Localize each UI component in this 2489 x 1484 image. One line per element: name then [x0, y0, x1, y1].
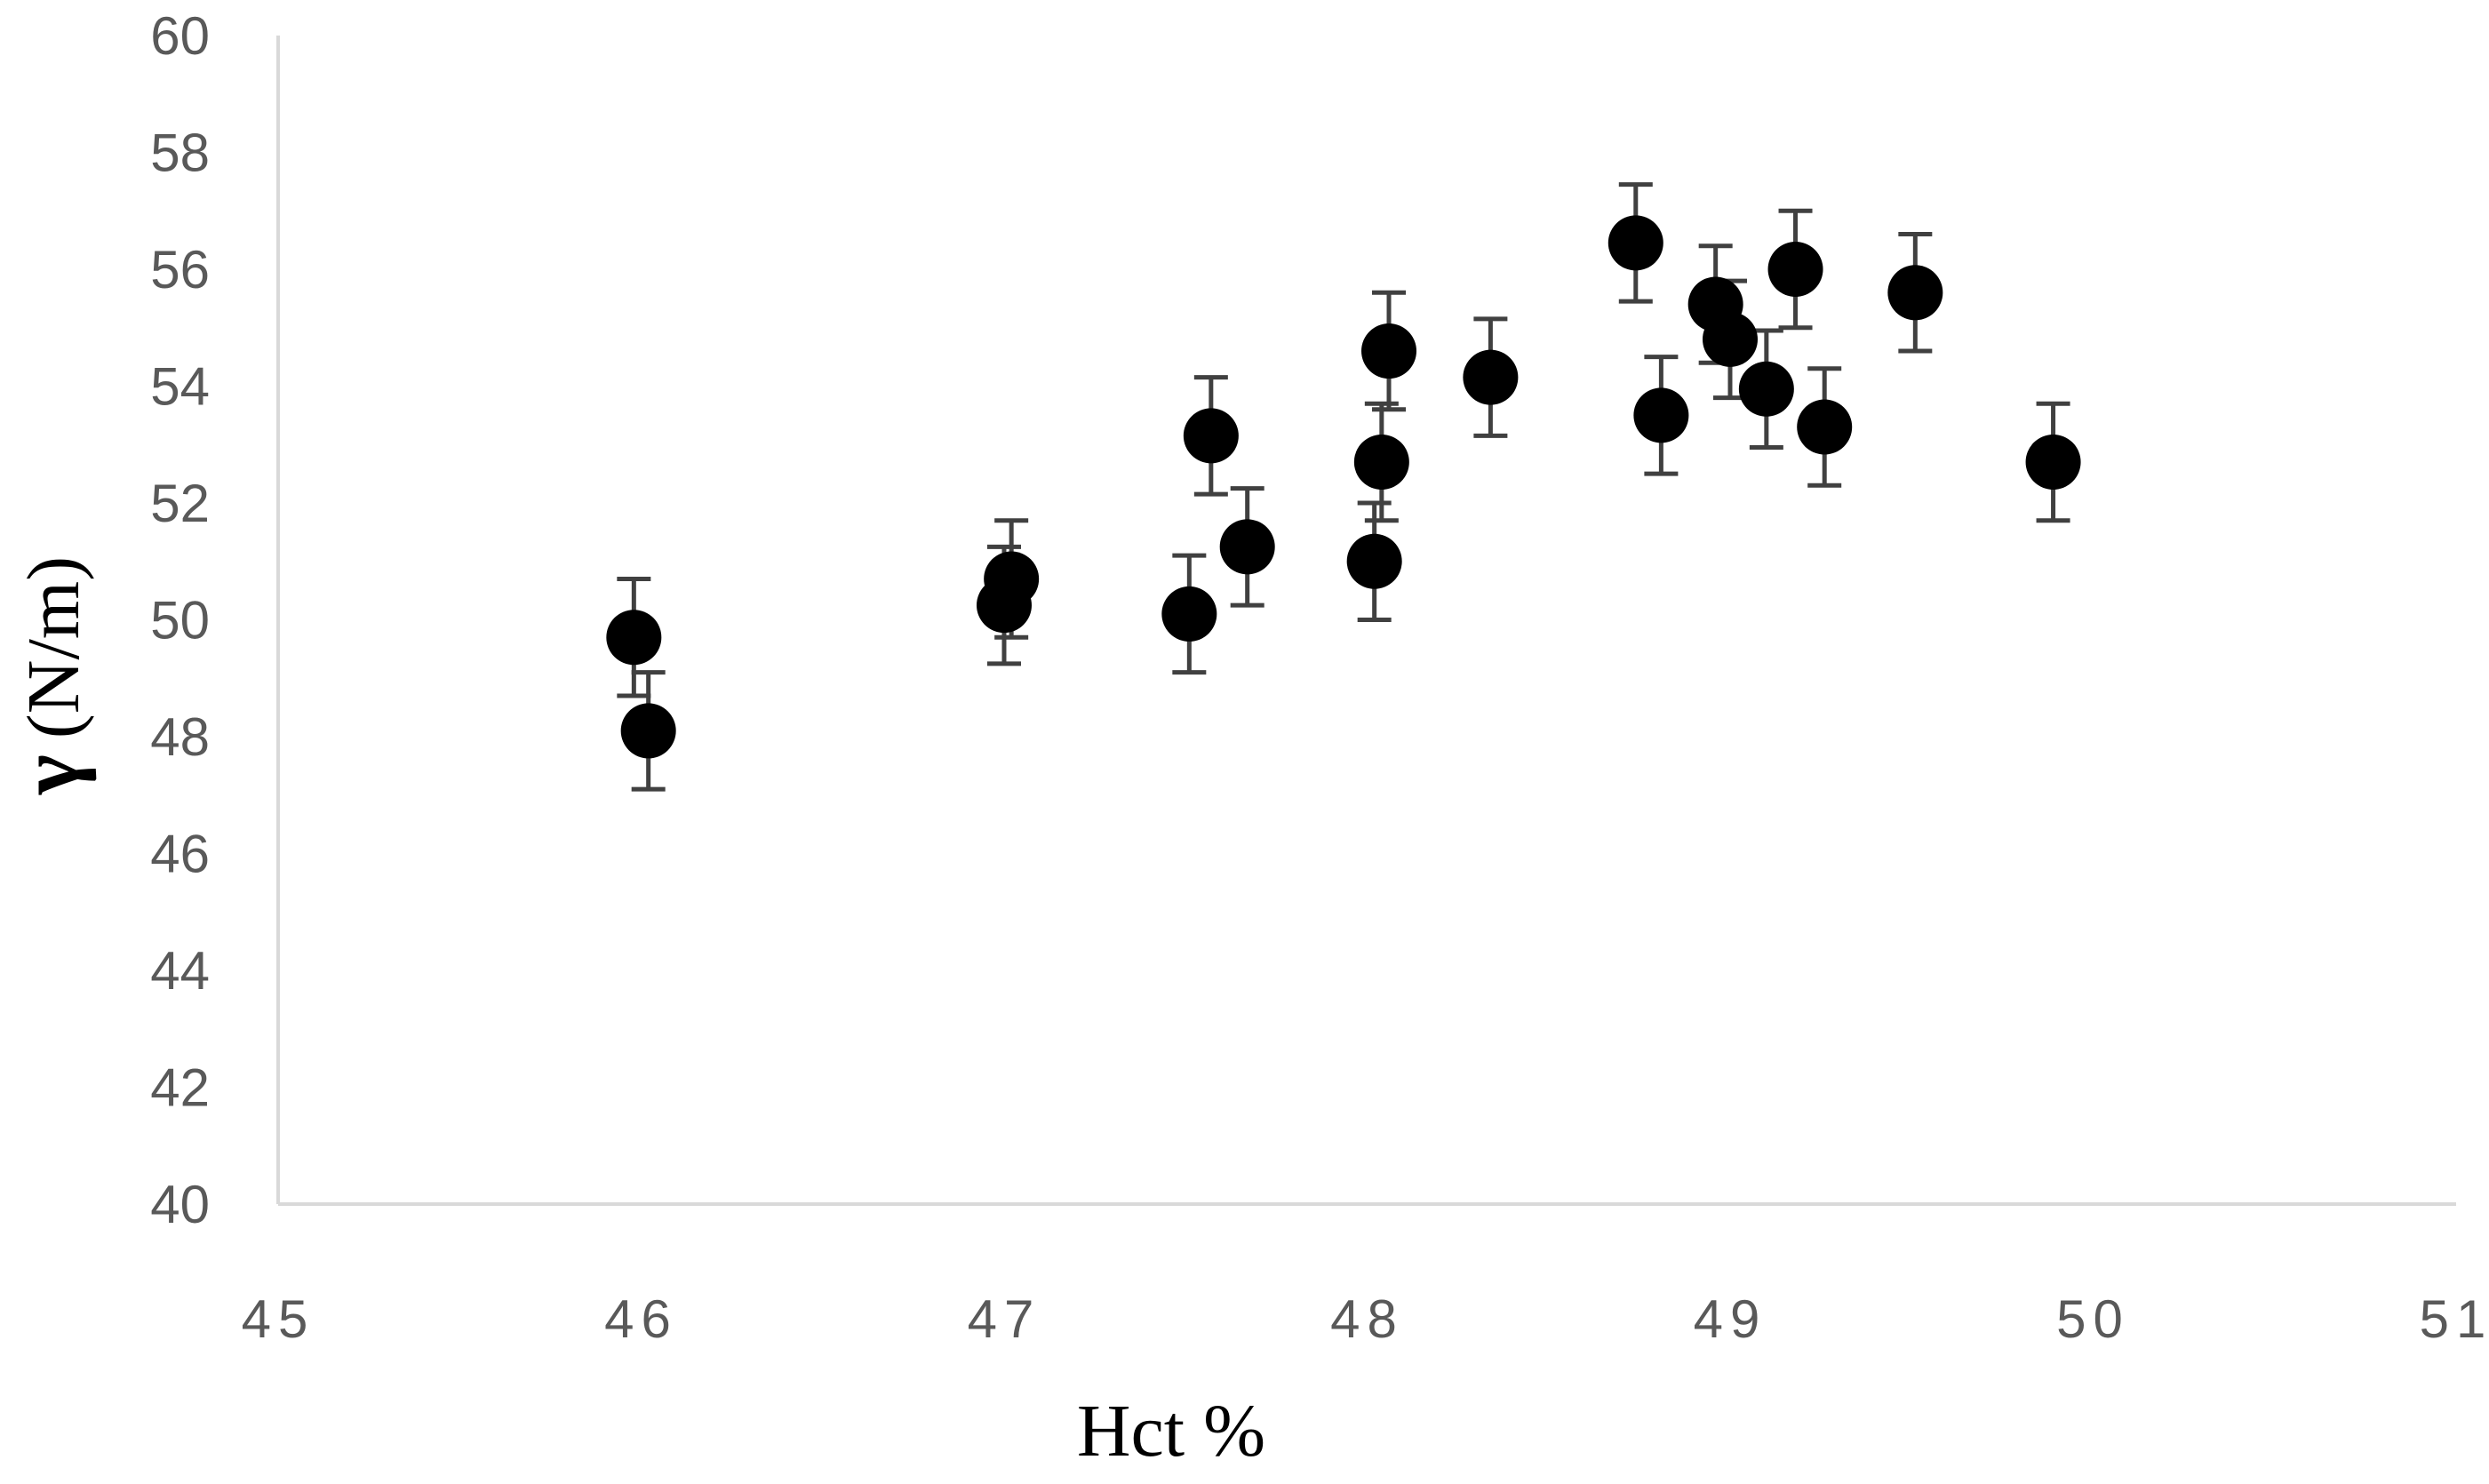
data-point-17 [1767, 242, 1823, 297]
data-point-19 [1887, 265, 1943, 321]
x-tick-label-50: 50 [2056, 1289, 2130, 1349]
x-tick-labels: 45 46 47 48 49 50 51 [242, 1289, 2489, 1349]
data-point-6 [1183, 408, 1239, 464]
data-point-8 [1346, 533, 1402, 589]
y-tick-label-50: 50 [150, 591, 210, 650]
data-point-5 [1161, 586, 1217, 642]
data-point-1 [606, 610, 662, 666]
data-points [606, 215, 2081, 759]
x-tick-label-46: 46 [604, 1289, 678, 1349]
data-point-2 [620, 703, 676, 759]
y-tick-label-46: 46 [150, 825, 210, 884]
y-tick-label-40: 40 [150, 1175, 210, 1234]
x-tick-label-51: 51 [2420, 1289, 2489, 1349]
data-point-12 [1607, 215, 1663, 271]
x-tick-label-47: 47 [968, 1289, 1041, 1349]
x-tick-label-48: 48 [1330, 1289, 1404, 1349]
y-tick-label-52: 52 [150, 474, 210, 533]
x-axis-title: Hct % [1077, 1390, 1265, 1472]
x-tick-label-49: 49 [1694, 1289, 1767, 1349]
y-tick-label-42: 42 [150, 1058, 210, 1118]
data-point-10 [1361, 323, 1417, 379]
y-tick-label-60: 60 [150, 6, 210, 66]
data-point-9 [1353, 434, 1409, 490]
data-point-13 [1633, 387, 1689, 443]
x-tick-label-45: 45 [242, 1289, 315, 1349]
data-point-16 [1738, 361, 1794, 417]
y-tick-label-54: 54 [150, 357, 210, 417]
data-point-18 [1797, 399, 1853, 455]
y-tick-label-44: 44 [150, 941, 210, 1001]
axes [276, 36, 2456, 1206]
y-tick-labels: 40 42 44 46 48 50 52 54 56 58 60 [150, 6, 210, 1234]
y-tick-label-56: 56 [150, 240, 210, 299]
data-point-15 [1703, 311, 1758, 367]
y-axis-title: γ (N/m) [2, 556, 97, 795]
y-tick-label-48: 48 [150, 707, 210, 767]
y-axis-title-symbol: γ [2, 754, 97, 795]
data-point-11 [1463, 349, 1519, 405]
data-point-20 [2025, 434, 2081, 490]
data-point-7 [1219, 519, 1275, 575]
y-tick-label-58: 58 [150, 124, 210, 183]
error-bars [617, 182, 2070, 792]
y-axis-title-unit: (N/m) [12, 556, 95, 738]
data-point-4 [984, 551, 1040, 607]
